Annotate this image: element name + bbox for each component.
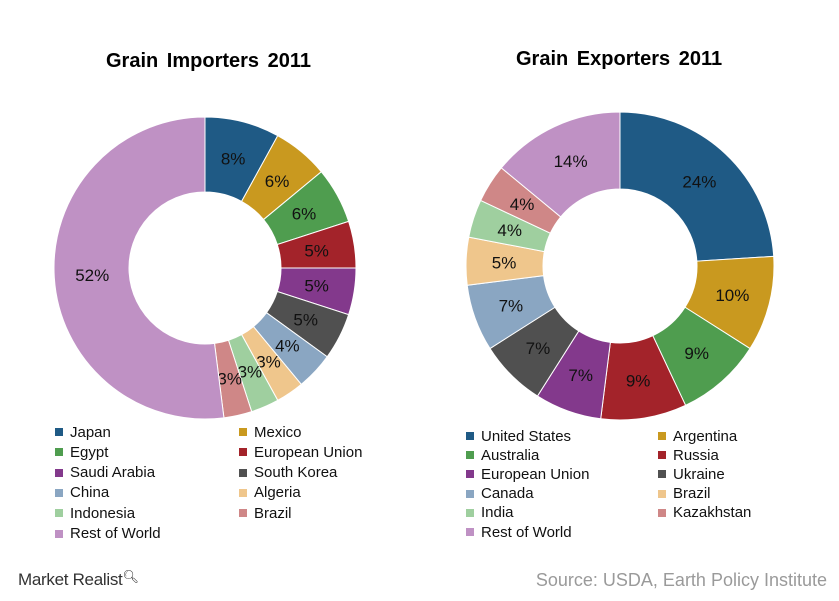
importers-data-label-saudi-arabia: 5% [304, 277, 329, 296]
importers-data-label-brazil: 3% [217, 369, 242, 388]
exporters-legend-label: Brazil [673, 485, 711, 503]
importers-legend-swatch [239, 448, 247, 457]
exporters-data-label-india: 4% [497, 221, 522, 240]
exporters-legend-swatch [658, 489, 666, 498]
exporters-data-label-brazil: 5% [492, 253, 517, 272]
exporters-legend-item-rest-of-world: Rest of World [466, 523, 572, 541]
importers-legend-label: China [70, 484, 110, 502]
brand-logo: Market Realist🔍︎ [18, 569, 139, 590]
importers-legend-label: Algeria [254, 484, 301, 502]
exporters-legend-item-european-union: European Union [466, 465, 589, 483]
source-note: Source: USDA, Earth Policy Institute [535, 570, 827, 590]
exporters-data-label-canada: 7% [499, 296, 524, 315]
importers-legend-swatch [239, 488, 247, 497]
importers-legend-item-china: China [55, 484, 109, 502]
importers-data-label-indonesia: 3% [238, 363, 263, 382]
importers-data-label-algeria: 3% [256, 352, 281, 371]
exporters-data-label-ukraine: 7% [526, 339, 551, 358]
importers-data-label-european-union: 5% [304, 241, 329, 260]
importers-legend-item-indonesia: Indonesia [55, 504, 135, 522]
exporters-legend-label: Argentina [673, 427, 738, 445]
exporters-legend-swatch [466, 451, 474, 460]
exporters-data-label-argentina: 10% [715, 286, 749, 305]
importers-data-label-rest-of-world: 52% [75, 266, 109, 285]
importers-data-label-egypt: 6% [292, 205, 317, 224]
importers-legend-swatch [55, 488, 63, 497]
exporters-legend-swatch [658, 432, 666, 440]
importers-legend-label: South Korea [254, 464, 338, 482]
importers-legend-swatch [239, 509, 247, 518]
importers-data-label-south-korea: 5% [293, 310, 318, 329]
exporters-legend-swatch [466, 528, 474, 536]
exporters-data-label-united-states: 24% [682, 172, 716, 191]
exporters-legend-label: Rest of World [481, 523, 572, 541]
importers-legend-label: Indonesia [70, 504, 136, 522]
exporters-legend-item-brazil: Brazil [658, 485, 711, 503]
exporters-legend-swatch [466, 432, 474, 440]
importers-data-label-china: 4% [275, 336, 300, 355]
exporters-legend-label: Australia [481, 446, 540, 464]
importers-legend-item-rest-of-world: Rest of World [55, 525, 161, 543]
importers-legend-swatch [55, 448, 63, 457]
importers-legend-swatch [239, 428, 247, 436]
exporters-legend-label: Russia [673, 446, 719, 464]
importers-legend-label: Japan [70, 423, 111, 441]
exporters-slice-united-states [619, 111, 775, 262]
exporters-data-label-european-union: 7% [568, 366, 593, 385]
exporters-legend-swatch [658, 451, 666, 460]
exporters-legend-label: Canada [481, 485, 534, 503]
exporters-legend-item-russia: Russia [658, 446, 719, 464]
importers-legend-swatch [55, 529, 63, 538]
exporters-legend-swatch [466, 489, 474, 498]
importers-legend-label: Saudi Arabia [70, 464, 156, 482]
exporters-legend-item-argentina: Argentina [658, 427, 737, 445]
importers-legend-swatch [55, 428, 63, 436]
importers-slice-rest-of-world [53, 116, 225, 420]
importers-legend-item-saudi-arabia: Saudi Arabia [55, 464, 155, 482]
importers-legend-item-south-korea: South Korea [239, 464, 337, 482]
importers-legend-label: Mexico [254, 423, 302, 441]
importers-legend-label: European Union [254, 443, 363, 461]
exporters-legend-item-ukraine: Ukraine [658, 465, 725, 483]
importers-legend-swatch [239, 468, 247, 477]
importers-legend-item-mexico: Mexico [239, 423, 302, 441]
exporters-legend-item-united-states: United States [466, 427, 571, 445]
exporters-legend-item-canada: Canada [466, 485, 534, 503]
brand-name: Market Realist [18, 570, 123, 589]
exporters-data-label-australia: 9% [684, 344, 709, 363]
importers-legend-label: Brazil [254, 504, 292, 522]
importers-legend-label: Egypt [70, 443, 109, 461]
exporters-legend-label: European Union [481, 465, 590, 483]
importers-chart-title: Grain Importers 2011 [106, 50, 311, 72]
exporters-legend-swatch [466, 470, 474, 479]
exporters-data-label-kazakhstan: 4% [510, 195, 535, 214]
importers-data-label-japan: 8% [221, 150, 246, 169]
importers-legend-swatch [55, 468, 63, 477]
exporters-data-label-russia: 9% [626, 372, 651, 391]
importers-legend-swatch [55, 509, 63, 518]
importers-legend-item-japan: Japan [55, 423, 111, 441]
exporters-legend-swatch [658, 470, 666, 479]
exporters-legend-item-india: India [466, 504, 514, 522]
exporters-legend-item-kazakhstan: Kazakhstan [658, 504, 751, 522]
exporters-legend-label: United States [481, 427, 572, 445]
exporters-legend-swatch [466, 508, 474, 517]
importers-legend-item-egypt: Egypt [55, 443, 108, 461]
exporters-chart-title: Grain Exporters 2011 [516, 48, 723, 70]
exporters-legend-label: Kazakhstan [673, 504, 752, 522]
magnifier-icon: 🔍︎ [122, 569, 139, 584]
exporters-data-label-rest-of-world: 14% [554, 152, 588, 171]
importers-legend-item-algeria: Algeria [239, 484, 301, 502]
importers-legend-item-european-union: European Union [239, 443, 362, 461]
exporters-slice-rest-of-world [500, 111, 621, 218]
exporters-legend-item-australia: Australia [466, 446, 539, 464]
importers-legend-item-brazil: Brazil [239, 504, 292, 522]
importers-legend-label: Rest of World [70, 525, 161, 542]
exporters-legend-label: Ukraine [673, 465, 725, 483]
importers-data-label-mexico: 6% [265, 172, 290, 191]
exporters-legend-swatch [658, 508, 666, 517]
exporters-legend-label: India [481, 504, 514, 522]
